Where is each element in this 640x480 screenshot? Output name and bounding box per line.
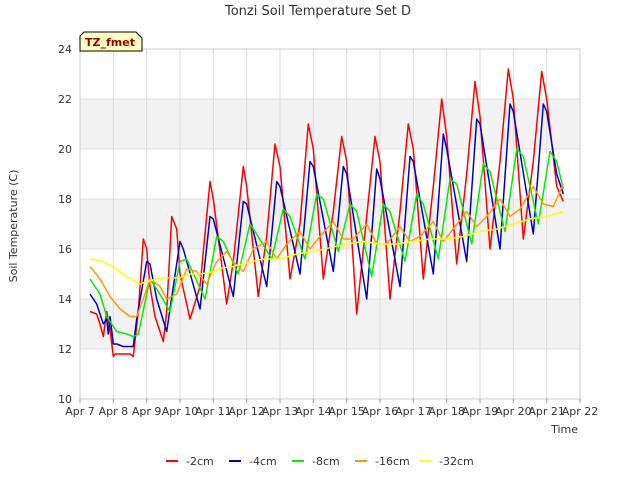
x-tick-label: Apr 21 <box>528 405 565 418</box>
x-tick-label: Apr 18 <box>428 405 465 418</box>
x-tick-label: Apr 15 <box>328 405 365 418</box>
y-tick-label: 10 <box>58 393 72 406</box>
legend: -2cm -4cm -8cm -16cm -32cm <box>166 455 474 468</box>
x-tick-label: Apr 11 <box>195 405 232 418</box>
x-tick-label: Apr 14 <box>295 405 332 418</box>
y-tick-label: 14 <box>58 293 72 306</box>
x-tick-label: Apr 9 <box>132 405 162 418</box>
chart-title: Tonzi Soil Temperature Set D <box>224 4 411 19</box>
x-tick-label: Apr 22 <box>562 405 599 418</box>
series-layer <box>89 68 565 358</box>
y-tick-label: 24 <box>58 43 72 56</box>
legend-label: -4cm <box>249 455 277 468</box>
x-tick-label: Apr 7 <box>65 405 95 418</box>
badge: TZ_fmet <box>79 31 143 52</box>
y-tick-label: 20 <box>58 143 72 156</box>
y-tick-label: 12 <box>58 343 72 356</box>
badge-label: TZ_fmet <box>85 36 135 49</box>
plot-band <box>80 99 580 149</box>
badge-box <box>79 31 143 52</box>
legend-label: -32cm <box>439 455 474 468</box>
plot-frame <box>79 48 581 400</box>
series-line-neg16cm <box>89 183 564 318</box>
series-line-neg32cm <box>89 210 564 285</box>
y-tick-label: 18 <box>58 193 72 206</box>
x-tick-label: Apr 12 <box>228 405 265 418</box>
y-tick-label: 16 <box>58 243 72 256</box>
x-axis-label: Time <box>550 423 578 436</box>
y-axis-ticks: 10 12 14 16 18 20 22 24 <box>58 43 72 406</box>
series-line-neg4cm <box>89 103 565 348</box>
x-tick-label: Apr 13 <box>262 405 299 418</box>
x-tick-label: Apr 8 <box>99 405 129 418</box>
plot-band <box>80 299 580 349</box>
legend-label: -2cm <box>186 455 214 468</box>
x-tick-label: Apr 19 <box>462 405 499 418</box>
x-tick-label: Apr 10 <box>162 405 199 418</box>
x-tick-label: Apr 17 <box>395 405 432 418</box>
y-axis-label: Soil Temperature (C) <box>7 170 20 283</box>
y-tick-label: 22 <box>58 93 72 106</box>
series-line-neg8cm <box>89 148 565 338</box>
legend-label: -16cm <box>375 455 410 468</box>
x-tick-label: Apr 16 <box>362 405 399 418</box>
legend-label: -8cm <box>312 455 340 468</box>
x-tick-label: Apr 20 <box>495 405 532 418</box>
